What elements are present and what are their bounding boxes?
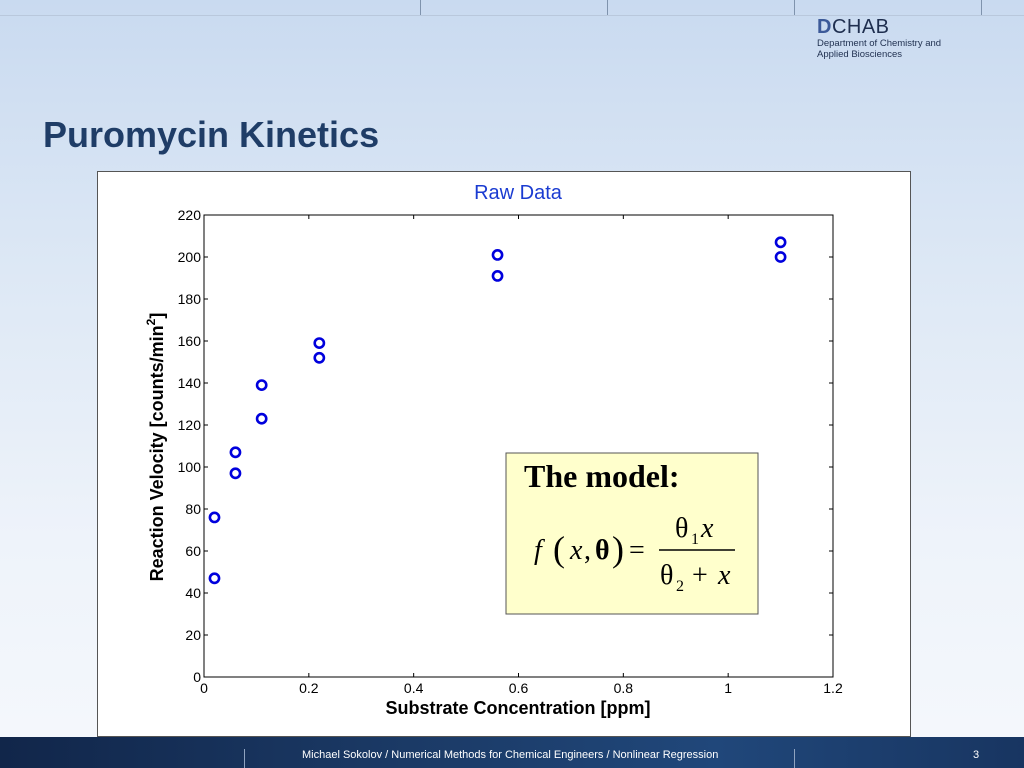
data-point: [255, 412, 268, 425]
slide-title: Puromycin Kinetics: [43, 114, 380, 155]
numerator-x: x: [700, 513, 714, 544]
y-tick-label: 80: [185, 501, 201, 517]
y-tick-label: 0: [193, 669, 201, 685]
header-tick: [794, 0, 795, 15]
page-number: 3: [973, 749, 980, 761]
x-axis-label: Substrate Concentration [ppm]: [385, 698, 650, 718]
footer-text: Michael Sokolov / Numerical Methods for …: [302, 749, 719, 761]
denominator-x: x: [717, 560, 731, 591]
x-tick-label: 1: [724, 680, 732, 696]
header-tick: [420, 0, 421, 15]
model-theta-vector: θ: [595, 535, 610, 566]
logo-name: CHAB: [831, 16, 890, 38]
figure-panel: Raw Data 0 0.2 0.4 0.6 0.8 1 1.2 0 20 40 60 80 100 1…: [97, 171, 911, 737]
header-tick: [981, 0, 982, 15]
model-close-paren: ): [612, 529, 624, 569]
numerator-theta: θ: [675, 513, 688, 544]
y-tick-labels: 0 20 40 60 80 100 120 140 160 180 200 220: [178, 207, 202, 685]
header-tick: [607, 0, 608, 15]
x-tick-label: 0: [200, 680, 208, 696]
logo-line1: Department of Chemistry and: [817, 38, 942, 49]
data-point: [774, 251, 787, 263]
logo-brand: DCHAB: [817, 16, 941, 38]
footer-separator: [794, 749, 795, 768]
model-open-paren: (: [553, 529, 565, 569]
footer-separator: [244, 749, 245, 768]
y-tick-label: 180: [178, 291, 202, 307]
logo-mark: D: [817, 16, 832, 38]
data-point: [491, 249, 504, 261]
data-point: [229, 446, 242, 459]
model-heading: The model:: [524, 458, 680, 494]
data-point: [255, 379, 268, 391]
x-tick-label: 0.2: [299, 680, 319, 696]
chart-title: Raw Data: [474, 182, 563, 204]
x-tick-label: 0.4: [404, 680, 424, 696]
data-points: [208, 236, 787, 585]
footer-bar: Michael Sokolov / Numerical Methods for …: [0, 737, 1024, 768]
y-axis-label-end: ]: [147, 313, 167, 319]
x-tick-labels: 0 0.2 0.4 0.6 0.8 1 1.2: [200, 680, 843, 696]
axis-ticks: [203, 214, 834, 678]
y-axis-label-sup: 2: [144, 318, 158, 325]
y-tick-label: 120: [178, 417, 202, 433]
model-box-background: [505, 452, 759, 615]
data-point: [313, 351, 326, 364]
model-comma: ,: [584, 535, 591, 566]
data-point: [229, 467, 242, 480]
data-point: [491, 270, 504, 282]
dchab-logo: DCHAB Department of Chemistry and Applie…: [817, 16, 941, 60]
y-tick-label: 200: [178, 249, 202, 265]
model-x: x: [569, 535, 583, 566]
y-axis-label-main: Reaction Velocity [counts/min: [147, 325, 167, 581]
model-equals: =: [629, 535, 645, 566]
x-tick-label: 0.8: [614, 680, 634, 696]
data-point: [208, 572, 221, 585]
denominator-sub: 2: [676, 578, 684, 595]
model-box: The model: f ( x , θ ) = θ 1 x θ 2 + x: [505, 452, 759, 615]
y-tick-label: 160: [178, 333, 202, 349]
y-tick-label: 140: [178, 375, 202, 391]
y-tick-label: 20: [185, 627, 201, 643]
model-f: f: [534, 535, 545, 566]
y-axis-label: Reaction Velocity [counts/min2]: [144, 313, 167, 582]
x-tick-label: 0.6: [509, 680, 529, 696]
logo-line2: Applied Biosciences: [817, 49, 903, 60]
y-tick-label: 100: [178, 459, 202, 475]
data-point: [774, 236, 787, 249]
scatter-chart: Raw Data 0 0.2 0.4 0.6 0.8 1 1.2 0 20 40 60 80 100 1…: [144, 182, 843, 718]
denominator-theta: θ: [660, 560, 673, 591]
data-point: [208, 511, 221, 524]
header-rule: [0, 15, 1024, 16]
denominator-plus: +: [692, 560, 708, 591]
y-tick-label: 220: [178, 207, 202, 223]
y-tick-label: 60: [185, 543, 201, 559]
data-point: [313, 337, 326, 349]
numerator-sub: 1: [691, 531, 699, 548]
x-tick-label: 1.2: [823, 680, 843, 696]
y-tick-label: 40: [185, 585, 201, 601]
